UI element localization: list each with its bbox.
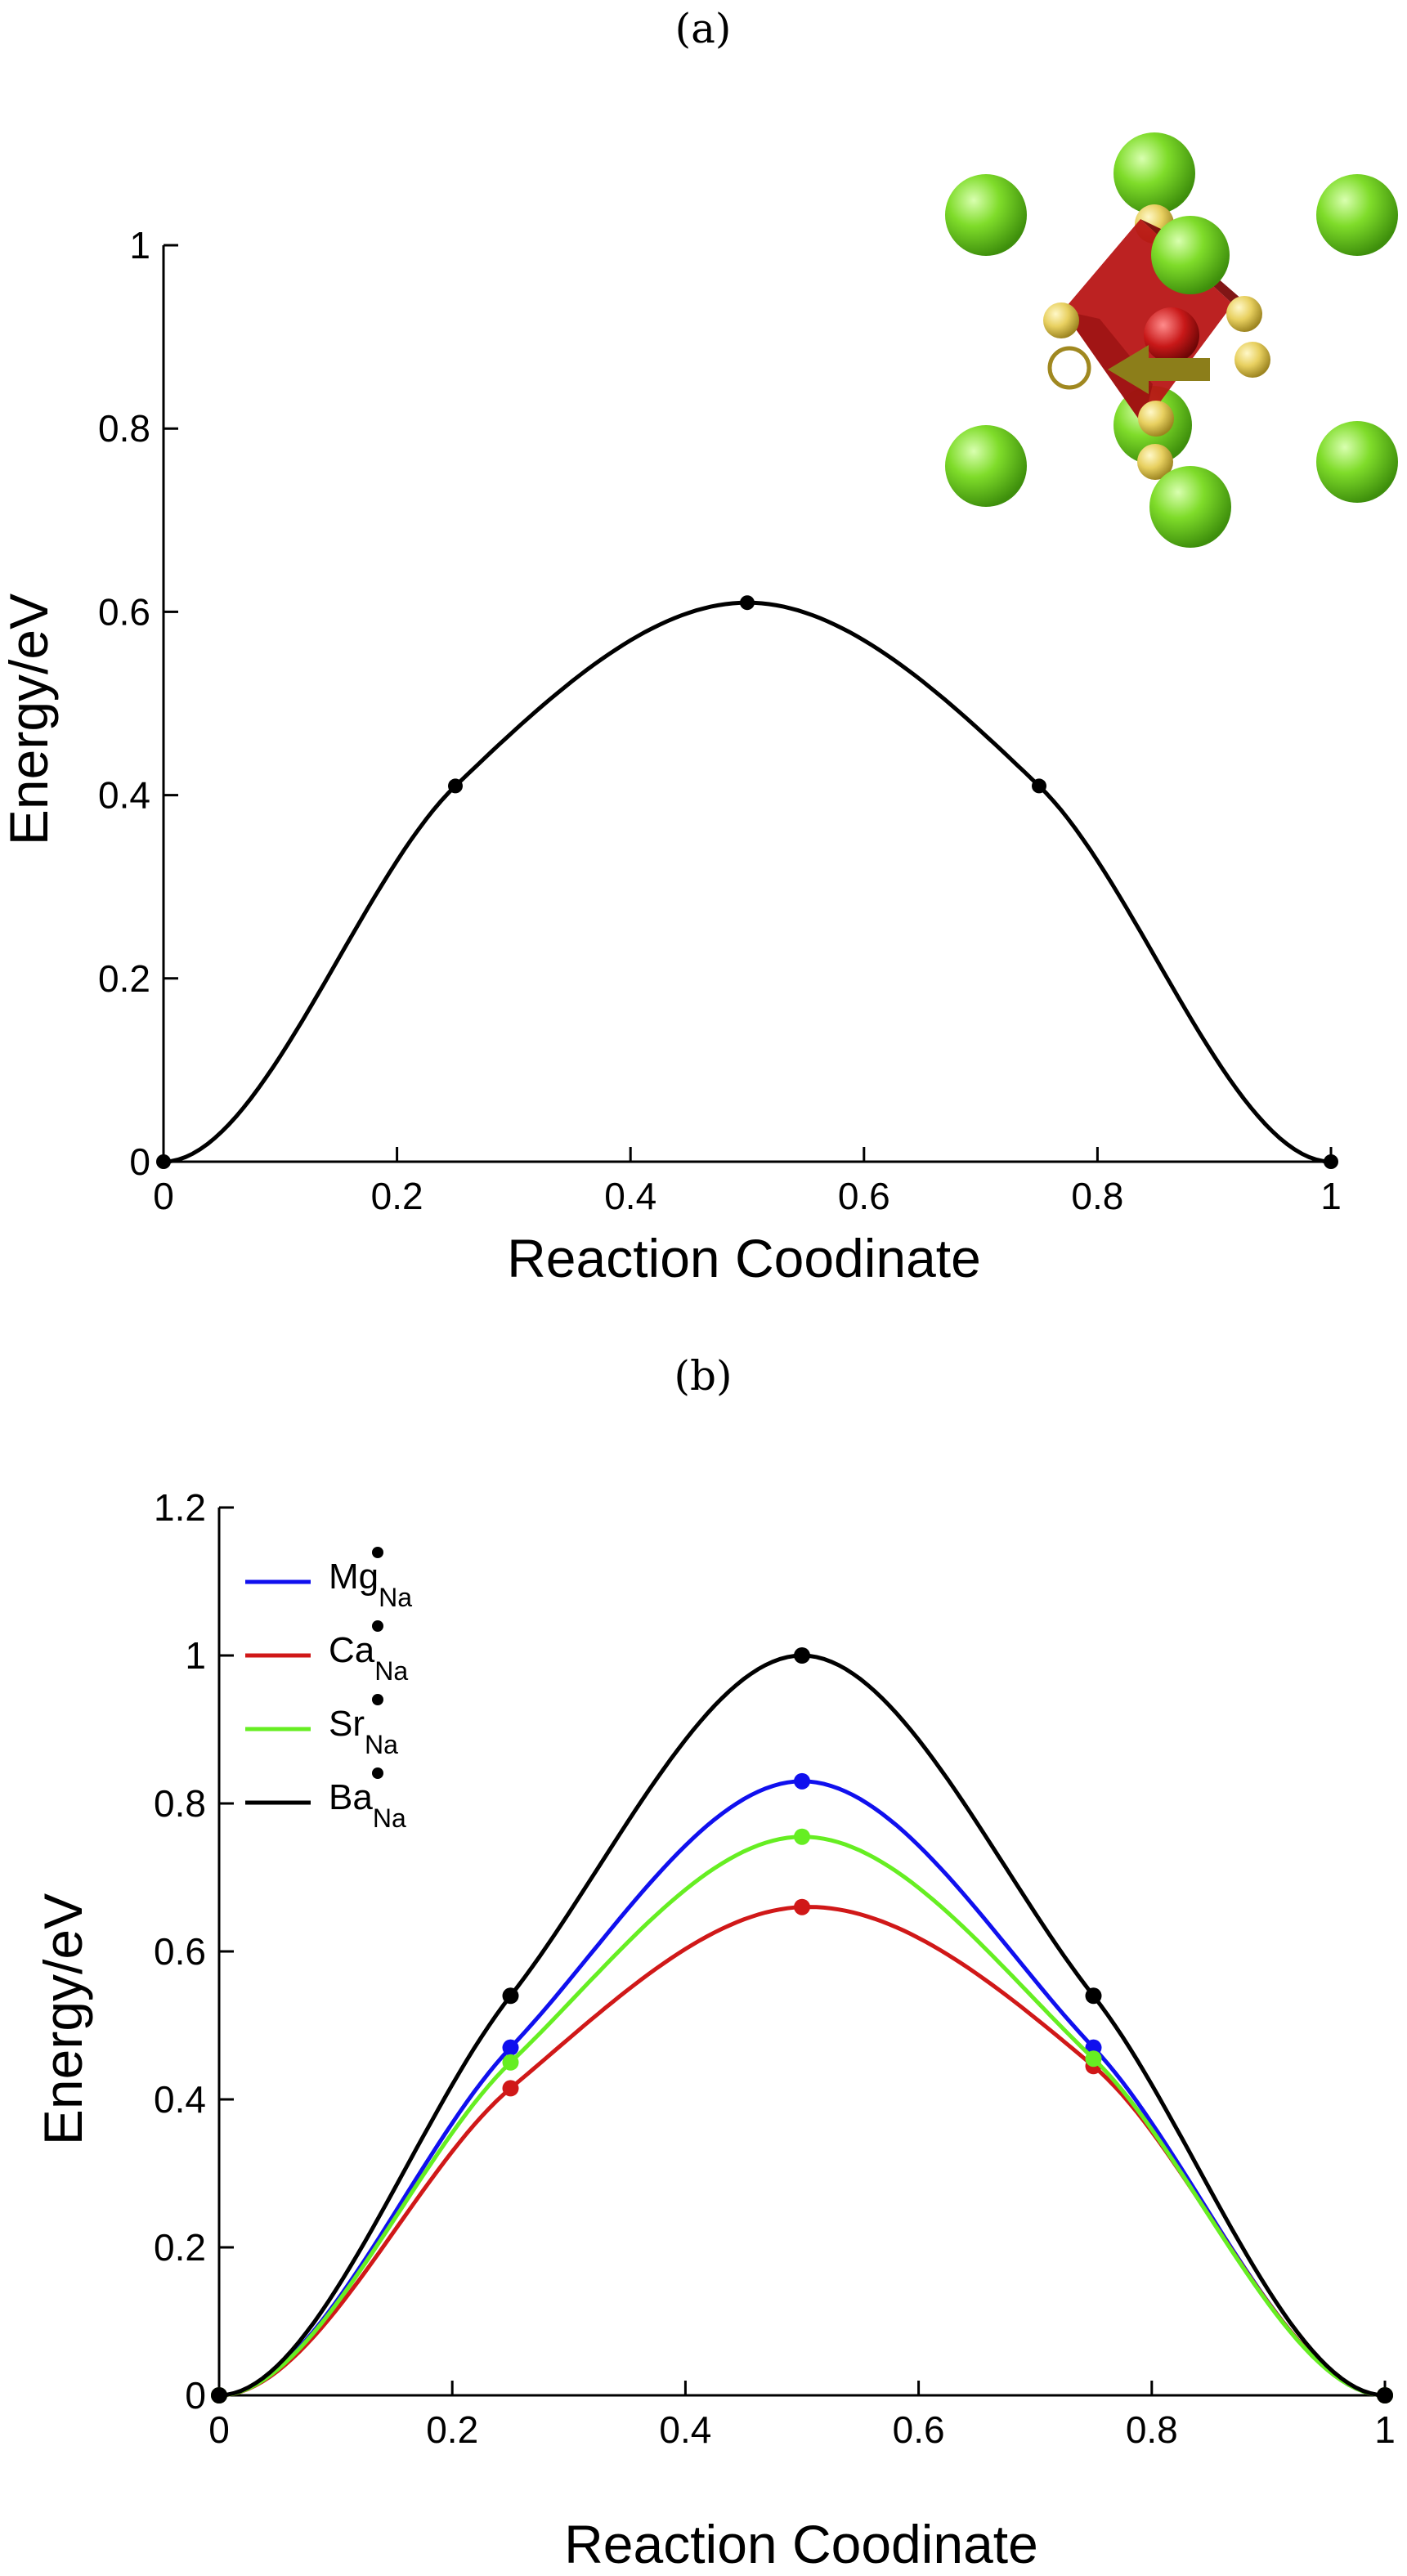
x-ticks-a: 0 0.2 0.4 0.6 0.8 1 xyxy=(153,1147,1342,1217)
y-ticks-a: 0 0.2 0.4 0.6 0.8 1 xyxy=(98,224,178,1183)
data-point xyxy=(1085,2050,1102,2068)
green-atom xyxy=(1151,216,1230,294)
x-tick-label: 0.6 xyxy=(893,2408,945,2451)
vacancy-circle xyxy=(1047,346,1091,390)
data-point xyxy=(1085,1987,1102,2005)
series-line-ba xyxy=(218,1653,1386,2398)
x-tick-label: 0.4 xyxy=(659,2408,711,2451)
data-point xyxy=(502,2080,519,2097)
legend-entry: BaNa xyxy=(329,1777,406,1833)
x-tick-label: 0.6 xyxy=(838,1175,890,1217)
y-tick-label: 0.6 xyxy=(98,590,150,633)
panel-label-b: (b) xyxy=(674,1352,732,1400)
chart-panel-b: (b) 0 0.2 0.4 0.6 0.8 1 1.2 0 0.2 0.4 0.6 0.8 1 MgN… xyxy=(33,1352,1396,2574)
axes-a xyxy=(162,245,1331,1163)
x-tick-label: 0 xyxy=(208,2408,230,2451)
y-tick-label: 1 xyxy=(185,1634,206,1677)
yellow-atom xyxy=(1043,302,1079,338)
legend-entry: MgNa xyxy=(329,1557,412,1612)
x-ticks-b: 0 0.2 0.4 0.6 0.8 1 xyxy=(208,2381,1396,2451)
legend-b: MgNa CaNa SrNa BaNa xyxy=(245,1547,412,1833)
data-point xyxy=(502,2054,519,2071)
y-tick-label: 0.6 xyxy=(154,1930,206,1973)
x-tick-label: 1 xyxy=(1320,1175,1342,1217)
data-point xyxy=(794,1828,810,1845)
x-tick-label: 0.8 xyxy=(1126,2408,1178,2451)
panel-label-a: (a) xyxy=(675,5,732,52)
y-axis-title-a: Energy/eV xyxy=(0,594,59,845)
x-tick-label: 0.4 xyxy=(604,1175,656,1217)
x-tick-label: 1 xyxy=(1374,2408,1396,2451)
green-atom xyxy=(1316,174,1398,256)
series-line-ca xyxy=(218,1905,1386,2398)
series-group-a xyxy=(156,595,1338,1169)
x-axis-title-b: Reaction Coodinate xyxy=(564,2514,1038,2574)
y-axis-title-b: Energy/eV xyxy=(33,1893,93,2145)
yellow-atom xyxy=(1137,444,1173,480)
y-tick-label: 0 xyxy=(185,2374,206,2417)
y-tick-label: 1 xyxy=(129,224,150,267)
data-point xyxy=(794,1772,810,1790)
y-tick-label: 0.4 xyxy=(98,774,150,817)
data-point xyxy=(1324,1154,1338,1169)
arrow-left-icon xyxy=(1108,345,1210,394)
series-line xyxy=(163,600,1332,1164)
y-ticks-b: 0 0.2 0.4 0.6 0.8 1 1.2 xyxy=(154,1486,234,2417)
axes-b xyxy=(217,1508,1385,2397)
y-tick-label: 0.8 xyxy=(154,1782,206,1825)
data-point xyxy=(156,1154,171,1169)
y-tick-label: 0.4 xyxy=(154,2078,206,2121)
green-atom xyxy=(1114,132,1195,214)
x-tick-label: 0 xyxy=(153,1175,174,1217)
crystal-structure-inset xyxy=(945,132,1398,548)
data-point xyxy=(794,1647,810,1664)
legend-entry: CaNa xyxy=(329,1630,408,1686)
x-axis-title-a: Reaction Coodinate xyxy=(507,1228,981,1288)
legend-dot-superscript xyxy=(372,1694,383,1705)
legend-dot-superscript xyxy=(372,1620,383,1632)
yellow-atom xyxy=(1226,296,1262,332)
legend-dot-superscript xyxy=(372,1547,383,1558)
data-point xyxy=(1377,2387,1393,2404)
series-group-b xyxy=(211,1647,1393,2404)
y-tick-label: 0.8 xyxy=(98,407,150,450)
x-tick-label: 0.8 xyxy=(1071,1175,1123,1217)
green-atom xyxy=(1316,421,1398,503)
y-tick-label: 0 xyxy=(129,1140,150,1183)
data-point xyxy=(502,2039,519,2056)
x-tick-label: 0.2 xyxy=(426,2408,478,2451)
data-point xyxy=(794,1898,810,1915)
yellow-atom xyxy=(1234,342,1270,378)
octahedron-face xyxy=(1063,311,1153,425)
data-point xyxy=(448,778,463,794)
series-line-sr xyxy=(218,1835,1386,2398)
x-tick-label: 0.2 xyxy=(371,1175,423,1217)
chart-panel-a: (a) 0 0.2 0.4 0.6 0.8 1 0 0.2 0.4 0.6 0.8 1 Energy… xyxy=(0,5,1398,1288)
green-atom xyxy=(1149,466,1231,548)
green-atom xyxy=(945,425,1027,507)
data-point xyxy=(740,595,755,611)
green-atom xyxy=(945,174,1027,256)
y-tick-label: 0.2 xyxy=(98,957,150,1000)
legend-entry: SrNa xyxy=(329,1704,398,1759)
legend-dot-superscript xyxy=(372,1767,383,1779)
data-point xyxy=(502,1987,519,2005)
data-point xyxy=(1032,778,1046,794)
data-point xyxy=(211,2387,227,2404)
y-tick-label: 1.2 xyxy=(154,1486,206,1529)
series-line-mg xyxy=(218,1779,1386,2398)
y-tick-label: 0.2 xyxy=(154,2226,206,2269)
yellow-atom xyxy=(1138,401,1174,437)
red-atom xyxy=(1144,307,1199,363)
